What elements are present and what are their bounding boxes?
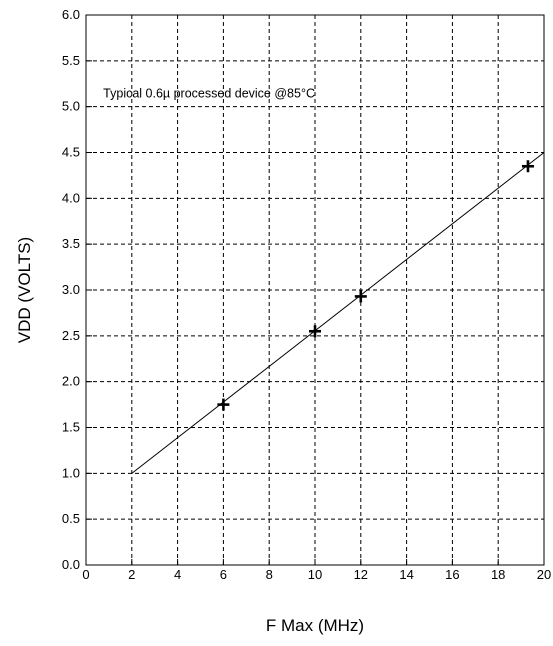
y-tick-label: 5.5 bbox=[62, 53, 80, 68]
data-point-marker bbox=[217, 398, 230, 411]
x-tick-label: 10 bbox=[308, 567, 322, 582]
y-tick-label: 2.5 bbox=[62, 328, 80, 343]
annotation: Typical 0.6µ processed device @85°C bbox=[103, 87, 315, 101]
data-point-marker bbox=[309, 325, 321, 338]
x-axis-title: F Max (MHz) bbox=[266, 616, 364, 635]
y-tick-label: 1.5 bbox=[62, 420, 80, 435]
x-tick-label: 0 bbox=[82, 567, 89, 582]
y-axis-title: VDD (VOLTS) bbox=[15, 237, 34, 343]
x-axis-ticks: 0 2 4 6 8 10 12 14 16 18 20 bbox=[82, 559, 551, 582]
x-tick-label: 16 bbox=[445, 567, 459, 582]
y-tick-label: 3.5 bbox=[62, 236, 80, 251]
x-tick-label: 6 bbox=[220, 567, 227, 582]
x-tick-label: 18 bbox=[491, 567, 505, 582]
y-axis-ticks: 0.0 0.5 1.0 1.5 2.0 2.5 3.0 3.5 4.0 4.5 5.0 5.5 6.0 bbox=[62, 7, 92, 572]
y-tick-label: 2.0 bbox=[62, 374, 80, 389]
trend-line-group bbox=[131, 152, 545, 474]
x-tick-label: 4 bbox=[174, 567, 181, 582]
x-tick-label: 12 bbox=[354, 567, 368, 582]
grid bbox=[86, 15, 544, 565]
data-point-marker bbox=[354, 290, 367, 303]
y-tick-label: 5.0 bbox=[62, 99, 80, 114]
data-points bbox=[217, 160, 534, 411]
x-tick-label: 14 bbox=[399, 567, 413, 582]
y-tick-label: 0.0 bbox=[62, 557, 80, 572]
y-tick-label: 4.5 bbox=[62, 145, 80, 160]
x-tick-label: 8 bbox=[266, 567, 273, 582]
y-tick-label: 6.0 bbox=[62, 7, 80, 22]
y-tick-label: 4.0 bbox=[62, 190, 80, 205]
trend-line bbox=[131, 152, 545, 474]
y-tick-label: 0.5 bbox=[62, 511, 80, 526]
x-tick-label: 2 bbox=[128, 567, 135, 582]
x-tick-label: 20 bbox=[537, 567, 551, 582]
data-point-marker bbox=[521, 160, 534, 173]
y-tick-label: 1.0 bbox=[62, 465, 80, 480]
y-tick-label: 3.0 bbox=[62, 282, 80, 297]
